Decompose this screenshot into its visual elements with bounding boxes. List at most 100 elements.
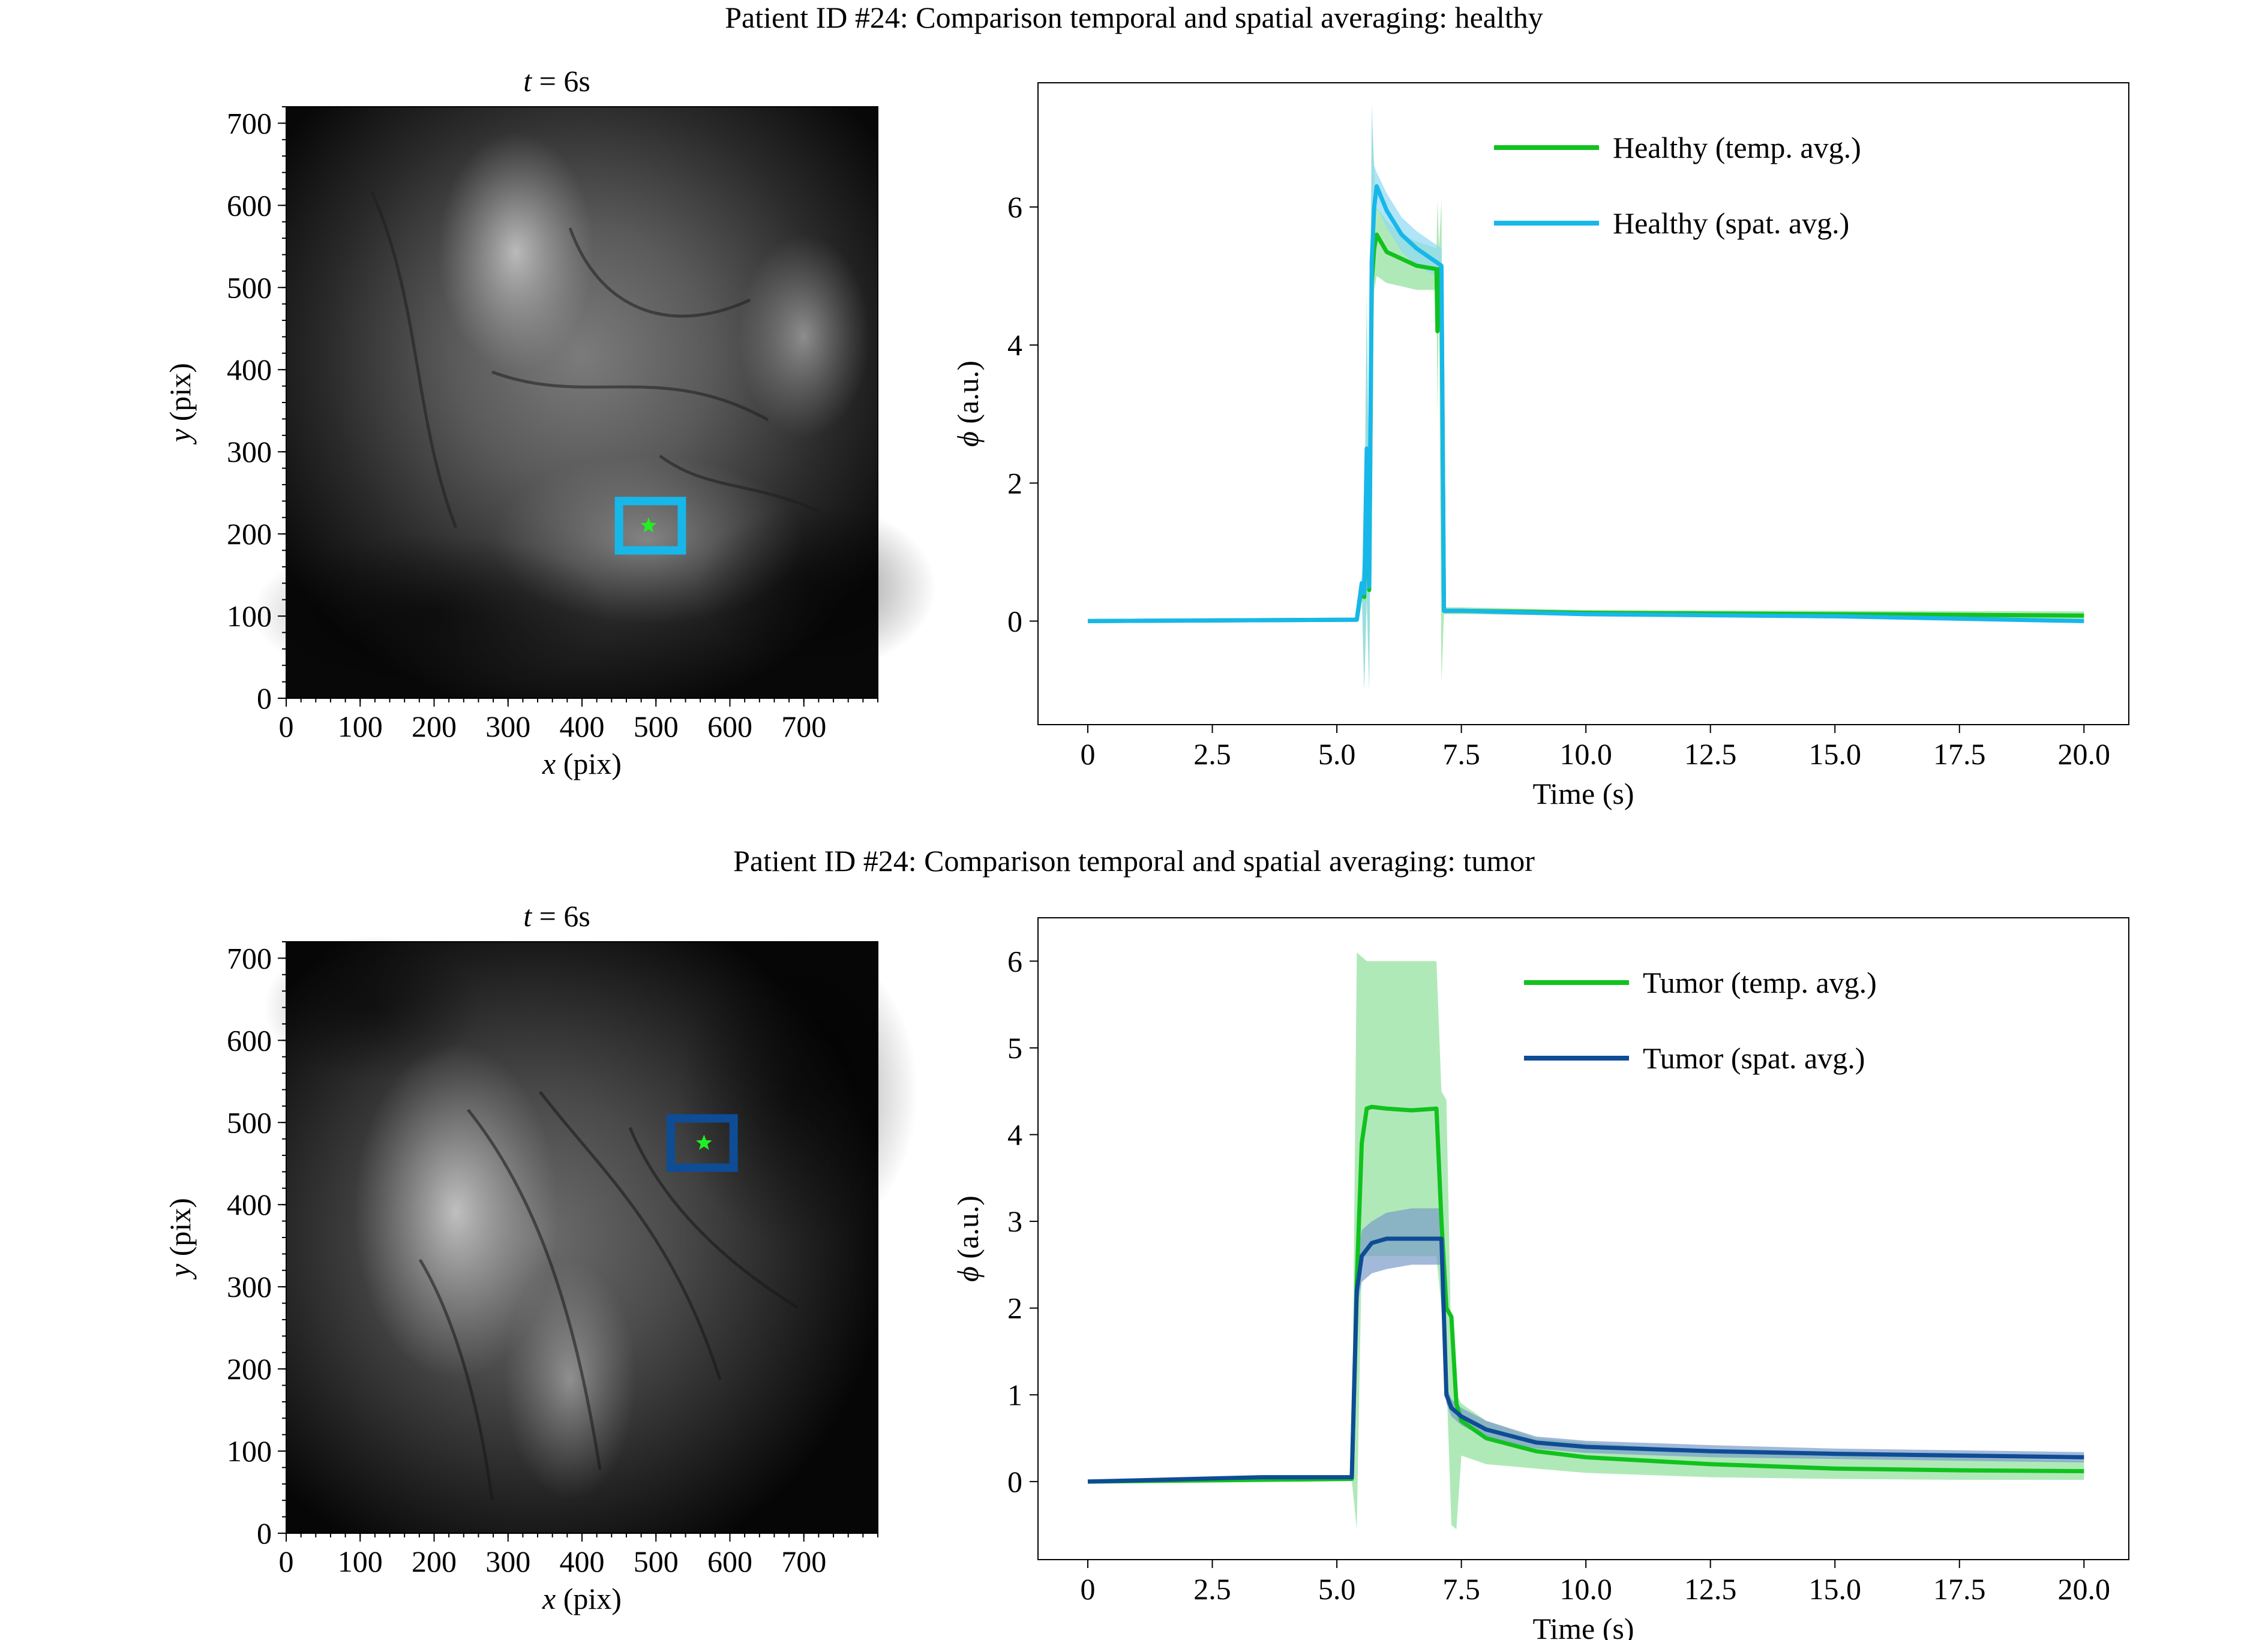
x-tick-label: 700: [781, 1545, 826, 1578]
y-tick-label: 300: [227, 435, 272, 468]
y-axis-label: y (pix): [163, 1198, 197, 1280]
x-tick-label: 100: [338, 710, 383, 743]
figure-title-healthy: Patient ID #24: Comparison temporal and …: [725, 1, 1543, 34]
x-tick-label: 15.0: [1808, 1572, 1861, 1606]
healthy-image-axes: 0 100 200 300 400 500 600 700 0 100 200 300 400 500 60…: [163, 106, 878, 780]
series-line-0: [1087, 1104, 2084, 1484]
y-axis-label: y (pix): [163, 363, 197, 445]
y-tick-label: 200: [227, 517, 272, 551]
tumor-image-axes: 0 100 200 300 400 500 600 700 0 100 200 300 400 500 60…: [163, 941, 878, 1615]
y-tick-label: 6: [1007, 944, 1022, 978]
x-tick-label: 17.5: [1933, 1572, 1986, 1606]
y-tick-label: 3: [1007, 1205, 1022, 1238]
y-tick-label: 0: [257, 1516, 272, 1550]
y-tick-label: 500: [227, 271, 272, 304]
roi-box: [666, 1114, 738, 1172]
y-tick-label: 200: [227, 1352, 272, 1386]
tumor-image-panel: t = 6s 0 100 200 300 400 500 600 700 0 100 200 300 4…: [163, 899, 918, 1615]
x-tick-label: 300: [485, 1545, 530, 1578]
x-tick-label: 15.0: [1808, 737, 1861, 771]
x-tick-label: 500: [634, 1545, 679, 1578]
y-tick-label: 6: [1007, 190, 1022, 224]
healthy-image-panel: t = 6s 0 100 200 300 400 500 600 700 0 100 200 300 4…: [163, 64, 936, 780]
y-tick-label: 100: [227, 599, 272, 633]
y-tick-label: 1: [1007, 1378, 1022, 1411]
x-tick-label: 20.0: [2058, 1572, 2111, 1606]
x-tick-label: 12.5: [1684, 1572, 1737, 1606]
x-tick-label: 0: [1081, 1572, 1096, 1606]
x-axis-label: x (pix): [542, 1582, 622, 1615]
tumor-image-frame: [264, 936, 918, 1533]
y-tick-label: 400: [227, 353, 272, 386]
x-tick-label: 600: [707, 1545, 752, 1578]
y-tick-label: 100: [227, 1434, 272, 1468]
roi-center-marker: [696, 1134, 712, 1150]
tumor-signal-panel: 0 2.5 5.0 7.5 10.0 12.5 15.0 17.5 20.0 0 1 2 3 4 5 6 Tim…: [951, 917, 2129, 1640]
healthy-signal-axes: 0 2.5 5.0 7.5 10.0 12.5 15.0 17.5 20.0 0 2 4 6 Time (…: [951, 82, 2129, 810]
legend-label-0: Healthy (temp. avg.): [1613, 131, 1861, 164]
x-axis-label: Time (s): [1532, 777, 1634, 810]
x-axis-label: x (pix): [542, 747, 622, 780]
y-tick-label: 0: [1007, 604, 1022, 638]
y-tick-label: 4: [1007, 328, 1022, 362]
tumor-signal-axes: 0 2.5 5.0 7.5 10.0 12.5 15.0 17.5 20.0 0 1 2 3 4 5 6 Tim…: [951, 917, 2129, 1640]
y-tick-label: 700: [227, 941, 272, 975]
x-tick-label: 0: [279, 710, 294, 743]
x-tick-label: 2.5: [1193, 1572, 1231, 1606]
y-tick-label: 700: [227, 106, 272, 140]
legend-label-1: Healthy (spat. avg.): [1613, 206, 1849, 240]
x-tick-label: 2.5: [1193, 737, 1231, 771]
healthy-image-frame: [252, 107, 936, 698]
legend-label-0: Tumor (temp. avg.): [1643, 966, 1877, 999]
x-tick-label: 10.0: [1559, 1572, 1612, 1606]
x-tick-label: 500: [634, 710, 679, 743]
y-tick-label: 4: [1007, 1118, 1022, 1151]
axes-frame: [1037, 82, 2129, 725]
x-tick-label: 200: [412, 710, 457, 743]
series-line-1: [1087, 1236, 2084, 1484]
y-tick-label: 300: [227, 1270, 272, 1303]
x-tick-label: 12.5: [1684, 737, 1737, 771]
x-tick-label: 7.5: [1442, 1572, 1480, 1606]
x-tick-label: 5.0: [1318, 737, 1356, 771]
y-tick-label: 5: [1007, 1031, 1022, 1065]
x-tick-label: 7.5: [1442, 737, 1480, 771]
axes-frame: [1037, 917, 2129, 1560]
roi-box: [614, 497, 686, 555]
y-tick-label: 600: [227, 188, 272, 222]
x-tick-label: 10.0: [1559, 737, 1612, 771]
figure-title-tumor: Patient ID #24: Comparison temporal and …: [733, 844, 1535, 878]
x-tick-label: 17.5: [1933, 737, 1986, 771]
series-line-0: [1087, 232, 2084, 623]
y-axis-label: ϕ (a.u.): [951, 361, 985, 447]
healthy-image-title: t = 6s: [523, 64, 590, 98]
x-tick-label: 200: [412, 1545, 457, 1578]
legend-label-1: Tumor (spat. avg.): [1643, 1041, 1865, 1075]
x-tick-label: 400: [560, 1545, 605, 1578]
x-tick-label: 400: [560, 710, 605, 743]
tumor-image-title: t = 6s: [523, 899, 590, 933]
series-line-1: [1087, 184, 2084, 623]
y-tick-label: 2: [1007, 466, 1022, 500]
roi-center-marker: [640, 517, 657, 533]
series-band-0: [1088, 124, 2084, 690]
x-tick-label: 0: [1081, 737, 1096, 771]
x-tick-label: 600: [707, 710, 752, 743]
x-tick-label: 100: [338, 1545, 383, 1578]
series-band-1: [1088, 103, 2084, 690]
x-tick-label: 20.0: [2058, 737, 2111, 771]
healthy-signal-panel: 0 2.5 5.0 7.5 10.0 12.5 15.0 17.5 20.0 0 2 4 6 Time (…: [951, 82, 2129, 810]
x-tick-label: 5.0: [1318, 1572, 1356, 1606]
y-tick-label: 0: [257, 681, 272, 715]
series-band-1: [1088, 1208, 2084, 1482]
x-tick-label: 700: [781, 710, 826, 743]
y-tick-label: 600: [227, 1023, 272, 1057]
y-tick-label: 0: [1007, 1465, 1022, 1498]
x-tick-label: 0: [279, 1545, 294, 1578]
y-tick-label: 400: [227, 1188, 272, 1221]
x-axis-label: Time (s): [1532, 1612, 1634, 1640]
y-tick-label: 2: [1007, 1291, 1022, 1325]
y-tick-label: 500: [227, 1106, 272, 1139]
y-axis-label: ϕ (a.u.): [951, 1196, 985, 1282]
